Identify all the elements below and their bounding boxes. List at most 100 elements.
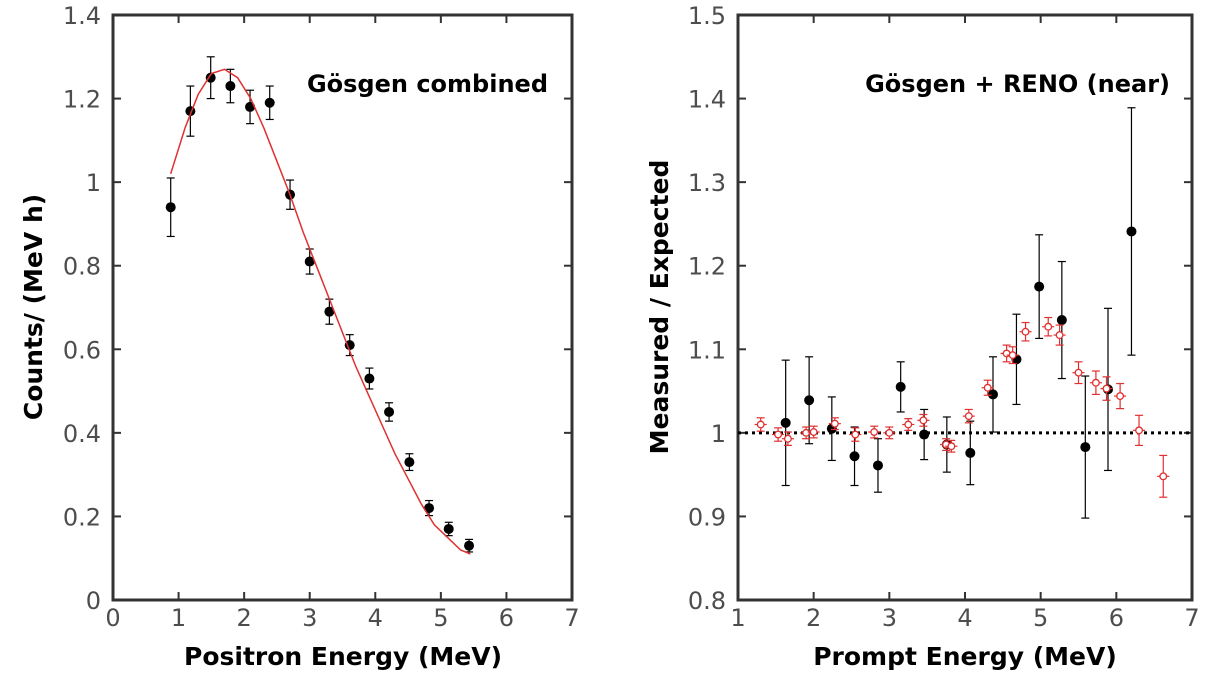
marker: [165, 202, 176, 213]
right-reno-data-point: [1042, 316, 1055, 337]
left-data-point: [205, 56, 216, 100]
right-data-point: [1034, 234, 1045, 340]
marker: [965, 447, 976, 458]
marker: [849, 451, 860, 462]
marker: [895, 381, 906, 392]
right-reno-data-point: [772, 427, 785, 442]
left-fit-curve: [169, 68, 471, 555]
left-panel-title: Gösgen combined: [307, 70, 548, 98]
marker: [304, 256, 315, 267]
left-data-point: [464, 538, 475, 553]
open-marker: [851, 430, 860, 439]
right-data-point: [895, 361, 906, 413]
left-x-tick-label: 5: [433, 604, 448, 632]
left-y-tick-label: 0: [86, 587, 101, 615]
open-marker: [802, 428, 811, 437]
right-reno-data-point: [868, 425, 881, 439]
left-y-tick-label: 0.8: [63, 253, 101, 281]
right-panel-title: Gösgen + RENO (near): [865, 70, 1170, 98]
right-x-tick-label: 4: [957, 604, 972, 632]
marker: [872, 460, 883, 471]
right-data-point: [780, 359, 791, 487]
open-marker: [1116, 392, 1125, 401]
marker: [780, 417, 791, 428]
marker: [404, 457, 415, 468]
right-reno-data-point: [981, 379, 994, 396]
open-marker: [964, 412, 973, 421]
left-x-tick-label: 3: [302, 604, 317, 632]
right-y-tick-label: 1.1: [688, 336, 726, 364]
open-marker: [1102, 384, 1111, 393]
left-data-point: [404, 453, 415, 472]
open-marker: [904, 420, 913, 429]
right-reno-data-point: [945, 439, 958, 453]
right-reno-data-point: [828, 417, 841, 431]
right-reno-data-point: [1089, 370, 1102, 396]
open-marker: [756, 420, 765, 429]
marker: [364, 373, 375, 384]
right-y-tick-label: 0.8: [688, 587, 726, 615]
right-reno-data-point: [883, 426, 896, 440]
left-data-point: [384, 402, 395, 422]
left-x-tick-label: 7: [564, 604, 579, 632]
left-y-tick-label: 0.2: [63, 503, 101, 531]
left-x-tick-label: 2: [237, 604, 252, 632]
right-reno-data-point: [1100, 376, 1113, 401]
right-data-point: [1126, 107, 1137, 356]
open-marker: [774, 430, 783, 439]
right-y-tick-label: 1.2: [688, 253, 726, 281]
left-plot-frame: [111, 13, 574, 602]
open-marker: [1091, 378, 1100, 387]
right-reno-data-point: [849, 427, 862, 442]
left-data-point: [424, 499, 435, 517]
left-y-tick-label: 0.6: [63, 336, 101, 364]
open-marker: [947, 442, 956, 451]
right-x-tick-label: 5: [1033, 604, 1048, 632]
right-reno-data-point: [781, 431, 794, 446]
marker: [384, 406, 395, 417]
open-marker: [1074, 368, 1083, 377]
left-data-point: [443, 521, 454, 537]
left-data-point: [185, 85, 196, 137]
marker: [424, 503, 435, 514]
right-y-tick-label: 1.3: [688, 169, 726, 197]
marker: [1126, 226, 1137, 237]
left-data-point: [225, 68, 236, 104]
left-y-tick-label: 1.2: [63, 86, 101, 114]
left-data-point: [364, 367, 375, 390]
marker: [987, 389, 998, 400]
open-marker: [830, 419, 839, 428]
open-marker: [1021, 327, 1030, 336]
right-y-axis-label: Measured / Expected: [645, 160, 674, 455]
open-marker: [919, 416, 928, 425]
right-x-axis-label: Prompt Energy (MeV): [813, 642, 1117, 671]
right-reno-data-point: [962, 408, 975, 424]
right-data-point: [987, 356, 998, 433]
right-reno-data-point: [800, 426, 813, 440]
right-x-tick-label: 6: [1109, 604, 1124, 632]
open-marker: [1159, 472, 1168, 481]
right-x-tick-label: 1: [730, 604, 745, 632]
left-x-axis-label: Positron Energy (MeV): [184, 642, 502, 671]
marker: [1080, 442, 1091, 453]
open-marker: [983, 383, 992, 392]
left-data-point: [245, 89, 256, 125]
marker: [804, 395, 815, 406]
open-marker: [1055, 331, 1064, 340]
left-y-axis-label: Counts/ (MeV h): [19, 194, 48, 420]
right-reno-data-point: [1019, 321, 1032, 342]
right-reno-data-point: [1006, 346, 1019, 365]
left-data-point: [304, 248, 315, 275]
left-x-tick-label: 4: [368, 604, 383, 632]
left-panel-gosgen-spectrum: Gösgen combined Positron Energy (MeV) Co…: [19, 2, 580, 671]
right-y-tick-label: 1: [711, 420, 726, 448]
marker: [443, 523, 454, 534]
right-reno-data-point: [902, 418, 915, 431]
open-marker: [809, 428, 818, 436]
right-y-tick-label: 1.4: [688, 86, 726, 114]
open-marker: [1135, 426, 1143, 435]
left-data-point: [324, 298, 335, 325]
right-reno-data-point: [1132, 414, 1146, 446]
right-plot-frame: [736, 13, 1194, 602]
